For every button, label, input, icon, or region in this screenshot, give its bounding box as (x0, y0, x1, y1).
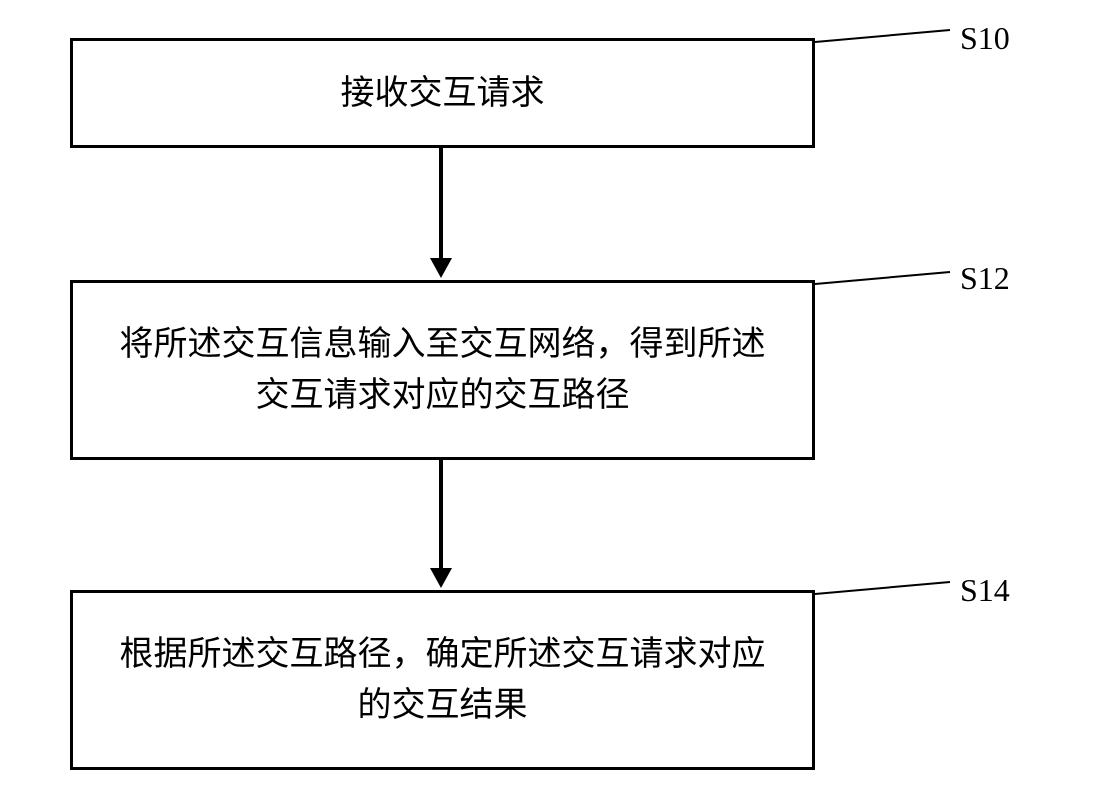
edge-s10-s12-line (439, 148, 443, 260)
flow-label-s10: S10 (960, 20, 1010, 57)
flow-node-s12-text: 将所述交互信息输入至交互网络，得到所述交互请求对应的交互路径 (103, 319, 782, 421)
flow-label-s14: S14 (960, 572, 1010, 609)
flowchart-canvas: 接收交互请求 S10 将所述交互信息输入至交互网络，得到所述交互请求对应的交互路… (0, 0, 1114, 808)
edge-s10-s12-arrow (430, 258, 452, 278)
edge-s12-s14-arrow (430, 568, 452, 588)
flow-node-s10-text: 接收交互请求 (341, 68, 545, 119)
flow-node-s12: 将所述交互信息输入至交互网络，得到所述交互请求对应的交互路径 (70, 280, 815, 460)
flow-node-s10: 接收交互请求 (70, 38, 815, 148)
flow-node-s14: 根据所述交互路径，确定所述交互请求对应的交互结果 (70, 590, 815, 770)
flow-label-s12: S12 (960, 260, 1010, 297)
flow-node-s14-text: 根据所述交互路径，确定所述交互请求对应的交互结果 (103, 629, 782, 731)
edge-s12-s14-line (439, 460, 443, 570)
